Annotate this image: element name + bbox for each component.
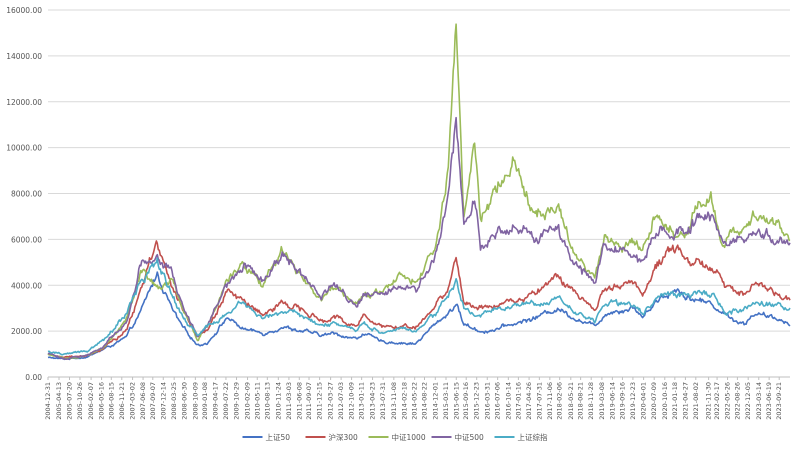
y-tick-label: 8000.00 [11, 190, 42, 199]
x-tick-label: 2016-10-14 [504, 382, 512, 420]
x-tick-label: 2011-03-03 [285, 382, 293, 420]
series-line [47, 116, 791, 360]
x-tick-label: 2012-03-27 [327, 382, 335, 420]
legend-label: 上证综指 [518, 432, 548, 442]
legend: 上证50 沪深300 中证1000 中证500 上证综指 [242, 432, 548, 442]
gridlines [48, 9, 790, 378]
x-tick-label: 2006-08-15 [107, 382, 115, 420]
series-line [47, 257, 791, 356]
y-tick-label: 10000.00 [6, 144, 42, 153]
x-tick-label: 2007-12-14 [159, 382, 167, 420]
y-tick-label: 12000.00 [6, 98, 42, 107]
x-tick-label: 2023-06-19 [765, 382, 773, 420]
x-tick-label: 2006-11-21 [118, 382, 126, 420]
x-tick-label: 2023-09-21 [775, 382, 783, 420]
x-tick-label: 2016-03-31 [483, 382, 491, 420]
x-tick-label: 2016-07-06 [494, 382, 502, 420]
x-tick-label: 2013-07-31 [379, 382, 387, 420]
x-tick-label: 2008-06-30 [181, 382, 189, 420]
x-tick-label: 2007-06-08 [139, 382, 147, 420]
x-tick-label: 2009-01-08 [201, 382, 209, 420]
x-tick-label: 2019-03-08 [598, 382, 606, 420]
x-tick-label: 2023-03-14 [755, 382, 763, 420]
y-tick-label: 0.00 [25, 373, 42, 382]
legend-label: 沪深300 [329, 432, 359, 442]
x-tick-label: 2021-11-30 [705, 382, 713, 420]
x-tick-label: 2010-02-09 [244, 382, 252, 420]
x-tick-label: 2019-09-16 [618, 382, 626, 420]
x-tick-label: 2017-11-06 [546, 382, 554, 420]
x-tick-label: 2006-02-07 [87, 382, 95, 420]
series-line [47, 271, 791, 361]
x-tick-label: 2012-10-09 [348, 382, 356, 420]
series-line [47, 23, 791, 360]
x-tick-label: 2018-05-21 [567, 382, 575, 420]
x-tick-label: 2014-12-01 [431, 382, 439, 420]
x-tick-label: 2009-10-29 [233, 382, 241, 420]
x-tick-label: 2008-03-25 [170, 382, 178, 420]
x-tick-label: 2010-05-11 [253, 382, 261, 420]
y-tick-label: 14000.00 [6, 52, 42, 61]
x-tick-label: 2017-01-16 [514, 382, 522, 420]
x-tick-label: 2010-11-24 [274, 382, 282, 420]
x-tick-label: 2007-09-07 [149, 382, 157, 420]
x-tick-label: 2013-11-08 [390, 382, 398, 420]
x-tick-label: 2015-09-16 [462, 382, 470, 420]
x-tick-label: 2017-04-26 [525, 382, 533, 420]
legend-label: 中证500 [455, 432, 485, 442]
x-tick-label: 2020-10-16 [661, 382, 669, 420]
x-tick-label: 2020-07-09 [650, 382, 658, 420]
x-tick-label: 2022-02-17 [713, 382, 721, 420]
x-tick-label: 2011-06-08 [295, 382, 303, 420]
x-tick-label: 2021-08-02 [692, 382, 700, 420]
y-tick-label: 16000.00 [6, 6, 42, 15]
y-tick-label: 4000.00 [11, 281, 42, 290]
x-tick-label: 2011-12-15 [316, 382, 324, 420]
series-line [47, 240, 791, 359]
x-axis: 2004-12-31 2005-04-13 2005-07-20 2005-10-26… [44, 376, 790, 420]
x-tick-label: 2004-12-31 [44, 382, 52, 420]
x-tick-label: 2010-08-13 [263, 382, 271, 420]
x-tick-label: 2017-07-31 [535, 382, 543, 420]
x-tick-label: 2018-11-28 [587, 382, 595, 420]
x-tick-label: 2018-08-21 [577, 382, 585, 420]
x-tick-label: 2019-06-14 [608, 382, 616, 420]
x-tick-label: 2005-07-20 [65, 382, 73, 420]
x-tick-label: 2014-08-22 [421, 382, 429, 420]
x-tick-label: 2009-07-22 [222, 382, 230, 420]
x-tick-label: 2013-04-23 [369, 382, 377, 420]
x-tick-label: 2013-01-11 [358, 382, 366, 420]
x-tick-label: 2009-04-17 [212, 382, 220, 420]
x-tick-label: 2007-03-02 [129, 382, 137, 420]
x-tick-label: 2019-12-23 [629, 382, 637, 420]
x-tick-label: 2006-05-16 [98, 382, 106, 420]
x-tick-label: 2022-05-26 [724, 382, 732, 420]
x-tick-label: 2014-05-22 [411, 382, 419, 420]
x-tick-label: 2020-04-01 [640, 382, 648, 420]
x-tick-label: 2015-06-15 [452, 382, 460, 420]
x-tick-label: 2014-02-18 [401, 382, 409, 420]
x-tick-label: 2015-12-23 [473, 382, 481, 420]
x-tick-label: 2022-12-05 [744, 382, 752, 420]
x-tick-label: 2005-10-26 [76, 382, 84, 420]
x-tick-label: 2005-04-13 [55, 382, 63, 420]
y-axis: 0.00 2000.00 4000.00 6000.00 8000.00 10000.00… [6, 6, 42, 382]
x-tick-label: 2022-08-26 [733, 382, 741, 420]
x-tick-label: 2012-07-03 [337, 382, 345, 420]
x-tick-label: 2008-10-09 [191, 382, 199, 420]
x-tick-label: 2021-04-27 [681, 382, 689, 420]
x-tick-label: 2021-01-18 [671, 382, 679, 420]
legend-label: 上证50 [266, 433, 291, 442]
x-tick-label: 2011-09-07 [305, 382, 313, 420]
x-tick-label: 2018-02-06 [556, 382, 564, 420]
y-tick-label: 6000.00 [11, 235, 42, 244]
y-tick-label: 2000.00 [11, 327, 42, 336]
legend-label: 中证1000 [392, 432, 426, 442]
series-lines [47, 23, 791, 361]
x-tick-label: 2015-03-11 [442, 382, 450, 420]
